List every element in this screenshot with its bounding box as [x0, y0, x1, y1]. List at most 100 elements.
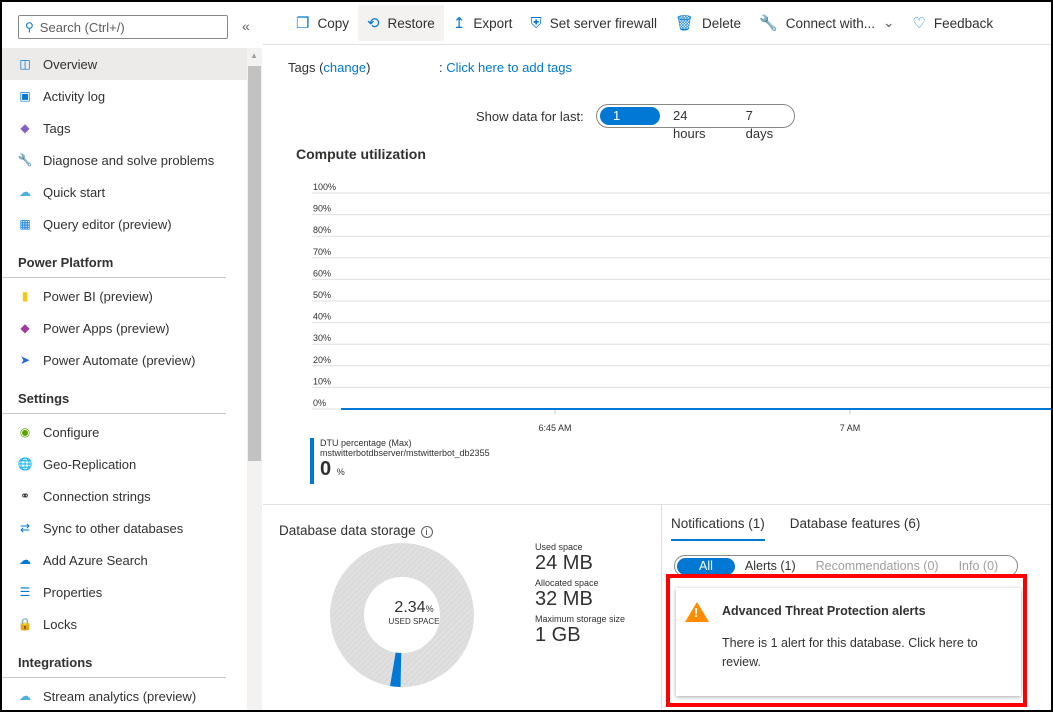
sidebar-item-label: Stream analytics (preview) [43, 688, 197, 704]
cloud-search-icon: ☁ [19, 553, 31, 567]
sidebar-item-geo-replication[interactable]: 🌐 Geo-Replication [2, 448, 247, 480]
chart-legend[interactable]: DTU percentage (Max) mstwitterbotdbserve… [310, 438, 490, 484]
donut-free-segment [330, 543, 474, 687]
sidebar-item-configure[interactable]: ◉ Configure [2, 416, 247, 448]
y-tick-label: 100% [313, 182, 336, 192]
y-tick-label: 90% [313, 204, 331, 214]
scrollbar-thumb[interactable] [248, 66, 261, 461]
threat-protection-alert-card[interactable]: ! Advanced Threat Protection alerts Ther… [676, 588, 1021, 696]
alert-card-title: Advanced Threat Protection alerts [722, 604, 926, 618]
copy-label: Copy [317, 15, 349, 31]
main-content: ❐ Copy ⟲ Restore ↥ Export ⛨ Set server firew… [263, 2, 1051, 710]
donut-used-segment [390, 652, 402, 687]
filter-info[interactable]: Info (0) [958, 559, 999, 573]
filter-alerts[interactable]: Alerts (1) [744, 559, 796, 573]
notification-tabs: Notifications (1) Database features (6) [671, 516, 920, 541]
delete-label: Delete [702, 15, 742, 31]
used-percent: 2.34 [394, 599, 426, 616]
sidebar-item-stream-analytics-preview[interactable]: ☁ Stream analytics (preview) [2, 680, 247, 710]
set-server-firewall-button[interactable]: ⛨ Set server firewall [521, 5, 666, 41]
time-range-label: Show data for last: [476, 109, 584, 124]
sidebar-item-locks[interactable]: 🔒 Locks [2, 608, 247, 640]
y-tick-label: 10% [313, 376, 331, 386]
sidebar-item-diagnose-and-solve-problems[interactable]: 🔧 Diagnose and solve problems [2, 144, 247, 176]
heart-icon: ♡ [912, 15, 926, 32]
connect-label: Connect with... [785, 15, 876, 31]
used-space-caption: USED SPACE [388, 617, 440, 626]
info-icon[interactable]: i [420, 526, 433, 538]
sidebar-item-tags[interactable]: ◆ Tags [2, 112, 247, 144]
delete-button[interactable]: 🗑 Delete [666, 5, 750, 41]
y-tick-label: 80% [313, 225, 331, 235]
sidebar-item-label: Power Automate (preview) [43, 352, 196, 368]
sidebar-section-heading: Power Platform [2, 240, 226, 278]
restore-button[interactable]: ⟲ Restore [357, 5, 444, 41]
legend-metric: DTU percentage (Max) [320, 438, 412, 448]
sidebar-item-label: Locks [43, 616, 77, 632]
restore-icon: ⟲ [366, 15, 380, 32]
sidebar-item-add-azure-search[interactable]: ☁ Add Azure Search [2, 544, 247, 576]
tab-notifications[interactable]: Notifications (1) [671, 516, 765, 541]
storage-title: Database data storage i [279, 523, 433, 538]
search-placeholder: Search (Ctrl+/) [39, 19, 125, 35]
connect-with-button[interactable]: 🔧 Connect with... ⌄ [750, 5, 903, 41]
tags-change-link[interactable]: change [323, 60, 367, 75]
cloud-icon: ☁ [19, 185, 31, 199]
plug-icon: ⚭ [19, 489, 31, 503]
storage-donut-chart [330, 543, 474, 687]
add-tags-link[interactable]: : Click here to add tags [439, 60, 572, 75]
filter-recommendations[interactable]: Recommendations (0) [815, 559, 939, 573]
time-range-1-hour[interactable]: 1 hour [600, 107, 660, 141]
sidebar: ⚲ Search (Ctrl+/) « ◫ Overview ▣ Activity lo… [2, 2, 250, 710]
export-icon: ↥ [452, 15, 466, 32]
globe-icon: 🌐 [17, 457, 33, 471]
sidebar-item-overview[interactable]: ◫ Overview [2, 48, 247, 80]
y-tick-label: 50% [313, 290, 331, 300]
sidebar-item-label: Overview [43, 56, 98, 72]
scroll-up-icon[interactable]: ▲ [250, 51, 258, 60]
used-space-label: Used space [535, 542, 583, 552]
export-button[interactable]: ↥ Export [444, 5, 522, 41]
sidebar-item-label: Quick start [43, 184, 106, 200]
sidebar-section-heading: Settings [2, 376, 226, 414]
tab-database-features[interactable]: Database features (6) [789, 516, 921, 531]
sidebar-item-quick-start[interactable]: ☁ Quick start [2, 176, 247, 208]
feedback-button[interactable]: ♡ Feedback [903, 5, 1002, 41]
time-range-selector: 1 hour 24 hours 7 days [596, 104, 795, 141]
sql-database-icon: ◫ [19, 57, 31, 71]
sidebar-item-power-automate-preview[interactable]: ➤ Power Automate (preview) [2, 344, 247, 376]
toolbar: ❐ Copy ⟲ Restore ↥ Export ⛨ Set server firew… [263, 2, 1051, 45]
search-input[interactable]: ⚲ Search (Ctrl+/) [18, 15, 228, 39]
power-automate-icon: ➤ [19, 353, 31, 367]
sidebar-nav: ◫ Overview ▣ Activity log ◆ Tags 🔧 Diagnose and… [2, 48, 247, 710]
sidebar-item-label: Connection strings [43, 488, 151, 504]
sidebar-item-sync-to-other-databases[interactable]: ⇄ Sync to other databases [2, 512, 247, 544]
sidebar-item-connection-strings[interactable]: ⚭ Connection strings [2, 480, 247, 512]
export-label: Export [473, 15, 513, 31]
y-tick-label: 70% [313, 247, 331, 257]
time-range-24-hours[interactable]: 24 hours [673, 108, 706, 141]
compute-utilization-chart: 100% 90% 80% 70% 60% 50% 40% 30% 20% 10% 0% 6:45 AM… [312, 182, 1051, 433]
legend-value-number: 0 [320, 458, 332, 480]
warning-icon: ! [685, 602, 709, 622]
properties-icon: ☰ [19, 585, 31, 599]
sidebar-item-properties[interactable]: ☰ Properties [2, 576, 247, 608]
collapse-sidebar-icon[interactable]: « [242, 18, 250, 34]
copy-button[interactable]: ❐ Copy [287, 5, 358, 41]
sidebar-item-power-apps-preview[interactable]: ◆ Power Apps (preview) [2, 312, 247, 344]
sidebar-item-label: Activity log [43, 88, 106, 104]
sidebar-item-activity-log[interactable]: ▣ Activity log [2, 80, 247, 112]
sidebar-item-label: Query editor (preview) [43, 216, 172, 232]
sidebar-scrollbar[interactable]: ▲ [247, 48, 262, 710]
used-percent-unit: % [425, 604, 434, 614]
compute-utilization-title: Compute utilization [296, 146, 426, 162]
divider [263, 504, 1051, 505]
filter-all[interactable]: All [677, 557, 735, 575]
wrench-icon: 🔧 [759, 15, 778, 32]
activity-log-icon: ▣ [19, 89, 31, 103]
sidebar-item-query-editor-preview[interactable]: ▦ Query editor (preview) [2, 208, 247, 240]
sidebar-item-power-bi-preview[interactable]: ▮ Power BI (preview) [2, 280, 247, 312]
time-range-7-days[interactable]: 7 days [745, 108, 774, 141]
lock-icon: 🔒 [17, 617, 33, 631]
sidebar-item-label: Sync to other databases [43, 520, 184, 536]
